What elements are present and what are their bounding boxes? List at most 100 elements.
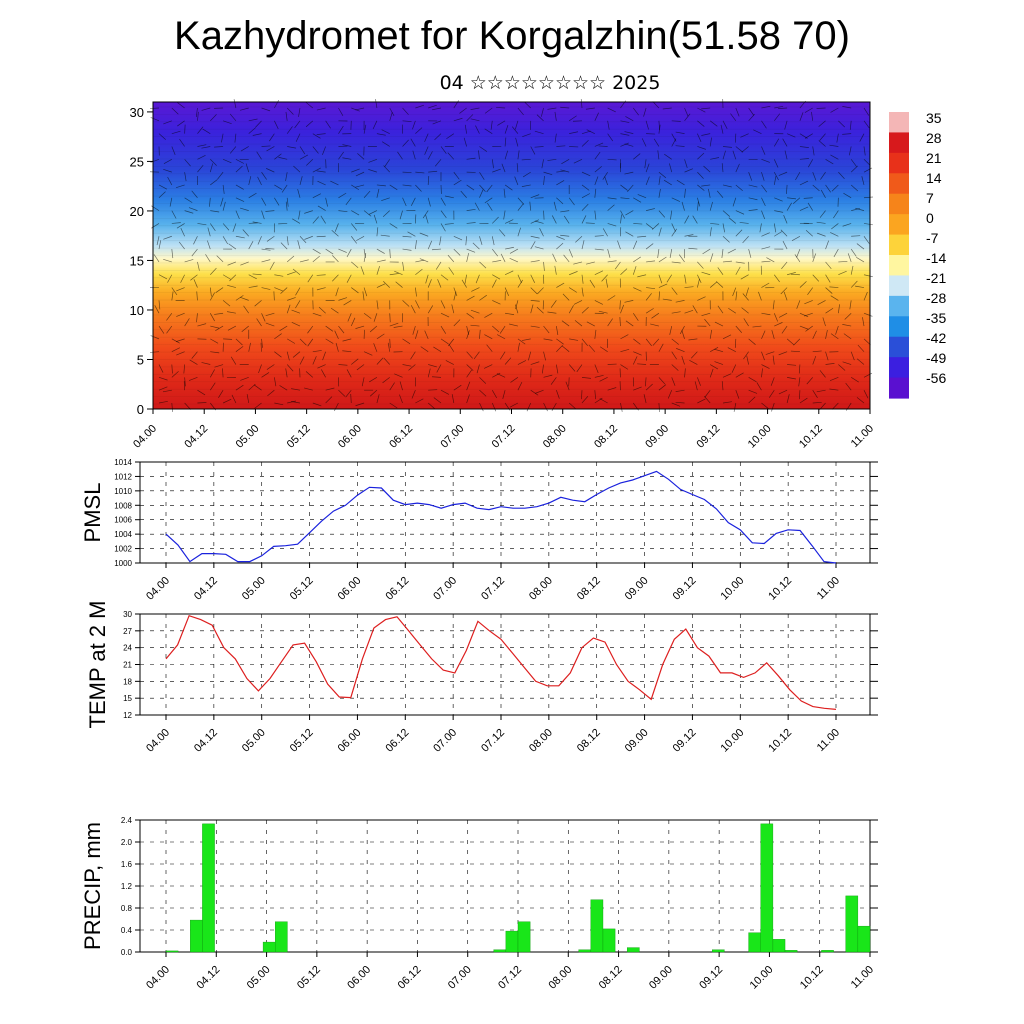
wind-barb [402,248,412,251]
wind-barb [780,229,788,237]
wind-barb [586,129,595,134]
wind-barb [214,312,224,315]
wind-barb [643,394,647,404]
precip-bar [760,823,774,953]
wind-barb [325,325,334,332]
wind-barb [440,312,450,318]
wind-barb [620,214,622,224]
wind-barb [620,268,628,275]
colorbar-swatch [889,112,909,134]
heatmap-xtick-label: 09.12 [695,423,723,451]
wind-barb [286,197,289,207]
wind-barb [645,243,654,250]
wind-barb [778,389,788,395]
wind-barb [240,297,249,301]
wind-barb [261,210,265,220]
wind-barb [697,296,706,301]
wind-barb [376,259,386,263]
wind-barb [781,261,788,270]
wind-barb [191,190,198,199]
wind-barb [285,172,288,182]
wind-barb [451,394,455,404]
wind-barb [697,120,705,127]
wind-barb [774,231,783,237]
wind-barb [787,377,796,380]
wind-barb [701,184,711,187]
wind-barb [863,372,873,378]
wind-barb [534,246,544,250]
wind-barb [444,223,454,225]
wind-barb [171,291,174,301]
wind-barb [633,153,641,160]
wind-barb [514,176,519,186]
heatmap-ytick-label: 25 [130,154,144,169]
wind-barb [799,206,809,211]
wind-barb [395,281,403,288]
wind-barb [472,242,480,250]
wind-barb [679,325,685,335]
panel-xtick-label: 05.12 [288,727,316,755]
wind-barb [240,146,249,152]
wind-barb [171,287,178,296]
wind-barb [658,227,662,237]
wind-barb [697,377,701,386]
wind-barb [658,188,661,198]
wind-barb [389,223,398,229]
wind-barb [171,146,176,155]
wind-barb [671,287,678,295]
wind-barb [473,351,480,360]
wind-barb [376,394,380,404]
wind-barb [838,120,846,128]
panel-xtick-label: 06.12 [396,964,424,992]
wind-barb [431,248,442,251]
wind-barb [158,386,168,391]
wind-barb [722,236,730,243]
wind-barb [369,377,378,383]
colorbar-swatch [889,173,909,195]
wind-barb [619,317,621,327]
wind-barb [556,235,565,240]
wind-barb [158,364,164,373]
wind-barb [491,390,498,399]
wind-barb [338,364,348,366]
wind-barb [180,274,185,283]
wind-barb [408,364,416,371]
wind-barb [229,113,237,122]
wind-barb [415,268,423,276]
wind-barb [274,402,284,406]
wind-barb [825,287,833,294]
wind-barb [363,190,371,199]
wind-barb [620,210,626,219]
wind-barb [701,107,711,110]
wind-barb [697,201,699,211]
wind-barb [671,364,679,371]
wind-barb [286,126,293,134]
heatmap-xtick-label: 07.12 [490,423,518,451]
panel-xtick-label: 10.00 [748,964,776,992]
wind-barb [210,159,217,166]
wind-barb [522,133,531,138]
wind-barb [229,146,237,154]
wind-barb [641,138,647,147]
wind-barb [232,223,237,233]
panel-xtick-label: 05.00 [245,964,273,992]
wind-barb [298,107,301,117]
wind-barb [478,150,480,160]
wind-barb [156,236,160,246]
wind-barb [453,248,461,256]
wind-barb [812,355,817,365]
wind-barb [338,107,344,116]
wind-barb [382,377,390,384]
wind-barb [376,333,385,340]
wind-barb [419,258,429,263]
heatmap-ytick-label: 0 [137,402,144,417]
wind-barb [428,364,437,368]
panel-xtick-label: 11.00 [815,727,842,754]
wind-barb [345,197,352,206]
wind-barb [440,325,447,334]
wind-barb [491,279,497,288]
wind-barb [376,300,379,310]
wind-barb [248,285,258,288]
wind-barb [248,176,252,186]
wind-barb [492,260,502,263]
